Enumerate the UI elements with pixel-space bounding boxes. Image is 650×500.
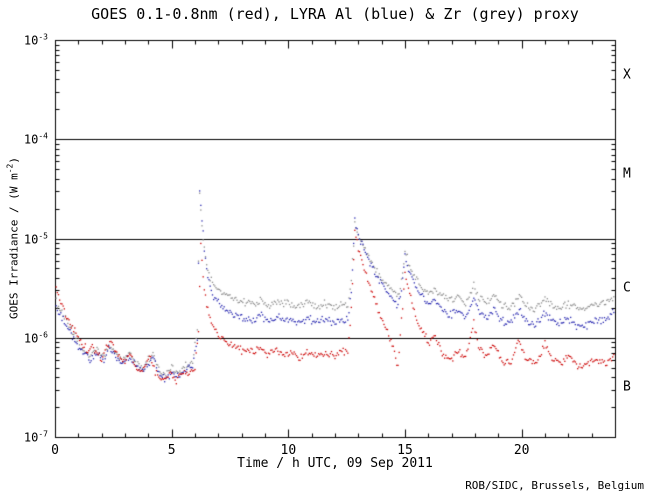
y-tick-exponent: -6 bbox=[38, 330, 48, 340]
x-axis-label: Time / h UTC, 09 Sep 2011 bbox=[237, 456, 433, 471]
y-tick-base: 10 bbox=[23, 430, 39, 445]
y-tick-base: 10 bbox=[23, 232, 39, 246]
x-tick-label: 0 bbox=[51, 443, 59, 458]
chart-title: GOES 0.1-0.8nm (red), LYRA Al (blue) & Z… bbox=[91, 5, 579, 23]
y-tick-label: 10-6 bbox=[24, 330, 48, 345]
y-tick-exponent: -4 bbox=[38, 131, 48, 141]
flare-class-label-m: M bbox=[623, 166, 631, 182]
flare-class-label-c: C bbox=[623, 280, 631, 296]
y-tick-label: 10-4 bbox=[24, 132, 48, 147]
y-tick-base: 10 bbox=[23, 331, 39, 346]
flare-class-label-b: B bbox=[623, 379, 631, 395]
y-tick-label: 10-5 bbox=[24, 231, 48, 246]
y-tick-exponent: -3 bbox=[38, 32, 48, 42]
y-tick-exponent: -7 bbox=[38, 429, 48, 439]
y-axis-label-text: GOES Irradiance / (W m bbox=[7, 173, 21, 319]
x-tick-label: 15 bbox=[397, 443, 413, 458]
y-tick-label: 10-3 bbox=[24, 33, 48, 48]
y-axis-label-close: ) bbox=[7, 157, 21, 164]
credit-text: ROB/SIDC, Brussels, Belgium bbox=[465, 479, 644, 492]
y-tick-base: 10 bbox=[23, 132, 39, 147]
x-tick-label: 20 bbox=[513, 443, 530, 458]
x-tick-label: 10 bbox=[280, 443, 297, 458]
flare-class-label-x: X bbox=[623, 67, 631, 83]
x-tick-label: 5 bbox=[167, 443, 176, 458]
y-tick-exponent: -5 bbox=[38, 231, 48, 240]
y-axis-label-exponent: -2 bbox=[5, 163, 15, 174]
y-tick-base: 10 bbox=[23, 33, 39, 48]
y-tick-label: 10-7 bbox=[24, 430, 48, 445]
y-axis-label: GOES Irradiance / (W m-2) bbox=[6, 157, 21, 319]
